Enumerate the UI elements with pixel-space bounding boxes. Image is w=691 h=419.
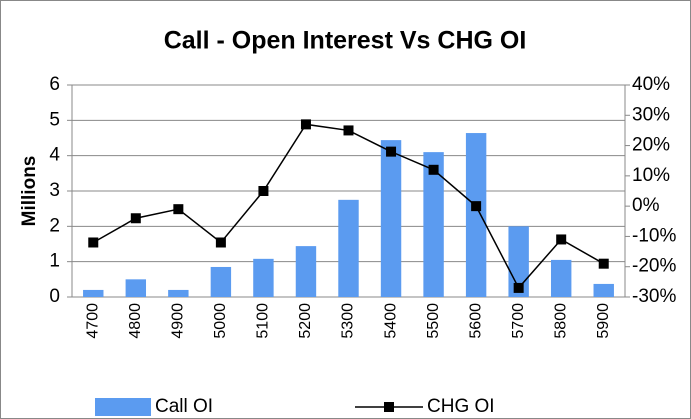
y2-tick-label: -30% — [632, 286, 676, 307]
y2-tick-label: 30% — [632, 104, 670, 125]
legend-label: CHG OI — [427, 396, 495, 417]
bar — [83, 289, 104, 297]
y-tick-label: 6 — [49, 74, 60, 95]
chart-title: Call - Open Interest Vs CHG OI — [164, 27, 527, 55]
x-tick-label: 5100 — [255, 303, 272, 339]
line-marker — [428, 164, 439, 175]
x-tick-label: 5200 — [297, 303, 314, 339]
y-tick-label: 3 — [49, 180, 60, 201]
y-tick-label: 1 — [49, 251, 60, 272]
x-tick-label: 4700 — [84, 303, 101, 339]
line-marker — [598, 258, 609, 269]
line-marker — [471, 201, 482, 212]
bar — [295, 246, 317, 297]
y2-tick-label: 0% — [632, 195, 660, 216]
line-marker — [556, 234, 567, 245]
x-tick-label: 5300 — [340, 303, 357, 339]
x-tick-label: 5400 — [382, 303, 399, 339]
y2-tick-label: 10% — [632, 165, 670, 186]
y-tick-label: 4 — [49, 145, 60, 166]
y-axis-title: Millions — [19, 156, 40, 227]
x-tick-label: 4800 — [127, 303, 144, 339]
line-marker — [88, 237, 99, 248]
x-tick-label: 5700 — [510, 303, 527, 339]
legend-label: Call OI — [155, 396, 213, 417]
y-tick-label: 5 — [49, 109, 60, 130]
y2-tick-label: 40% — [632, 74, 670, 95]
x-tick-label: 5900 — [595, 303, 612, 339]
x-tick-label: 5500 — [425, 303, 442, 339]
x-tick-label: 5800 — [552, 303, 569, 339]
x-tick-label: 5000 — [212, 303, 229, 339]
x-tick-label: 5600 — [467, 303, 484, 339]
y-tick-label: 0 — [49, 286, 60, 307]
y2-tick-label: 20% — [632, 135, 670, 156]
legend-swatch — [384, 402, 394, 412]
line-marker — [130, 213, 141, 224]
bar — [338, 199, 359, 297]
line-marker — [513, 282, 524, 293]
bar — [380, 140, 402, 297]
y-tick-label: 2 — [49, 215, 60, 236]
bar — [550, 259, 572, 297]
bar — [423, 152, 444, 297]
bar — [465, 133, 487, 297]
line-marker — [300, 119, 311, 130]
y2-tick-label: -20% — [632, 256, 676, 277]
legend-swatch — [95, 398, 151, 416]
line-marker — [215, 237, 226, 248]
line-marker — [343, 125, 354, 136]
line-marker — [258, 186, 269, 196]
line-marker — [386, 146, 397, 157]
line-marker — [173, 204, 184, 215]
bar — [125, 279, 147, 297]
bar — [210, 266, 232, 297]
bar — [168, 289, 189, 297]
bar — [593, 283, 614, 297]
bar — [253, 258, 274, 297]
y2-tick-label: -10% — [632, 225, 676, 246]
x-tick-label: 4900 — [170, 303, 187, 339]
